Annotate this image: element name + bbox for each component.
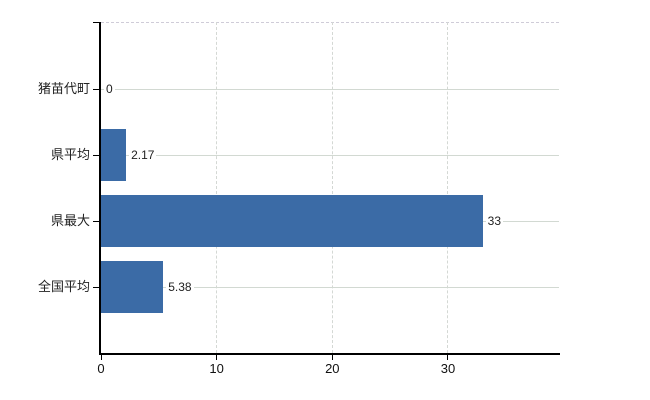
bar [101, 129, 127, 181]
bar-value-label: 33 [485, 214, 504, 228]
plot-area: 0 2.17 33 5.38 [101, 22, 559, 353]
x-axis-line [99, 353, 560, 355]
bar-value-label: 5.38 [166, 280, 194, 294]
horizontal-gridline [101, 154, 559, 156]
y-axis-category-label: 猪苗代町 [37, 81, 90, 96]
horizontal-gridline [101, 88, 559, 90]
x-axis-tick [100, 355, 102, 360]
y-axis-category-label: 県最大 [50, 213, 90, 228]
x-axis-tick [216, 355, 218, 360]
y-axis-category-label: 全国平均 [37, 279, 90, 294]
x-axis-tick [331, 355, 333, 360]
vertical-gridline [331, 22, 333, 353]
x-axis-tick-label: 0 [97, 361, 105, 376]
bar [101, 195, 483, 247]
y-axis-line [99, 22, 101, 355]
bar-value-label: 0 [104, 82, 115, 96]
vertical-gridline [447, 22, 449, 353]
y-axis-tick [93, 221, 99, 222]
horizontal-gridline [101, 286, 559, 288]
y-axis-tick [93, 287, 99, 288]
y-axis-category-label: 県平均 [50, 147, 90, 162]
bar-value-label: 2.17 [129, 148, 157, 162]
x-axis-tick-label: 20 [325, 361, 340, 376]
bar [101, 261, 164, 313]
y-axis-top-tick [93, 22, 99, 23]
plot-top-border [101, 22, 559, 23]
y-axis-tick [93, 155, 99, 156]
x-axis-tick-label: 30 [440, 361, 456, 376]
y-axis-tick [93, 89, 99, 90]
x-axis-tick [447, 355, 449, 360]
vertical-gridline [216, 22, 218, 353]
x-axis-tick-label: 10 [209, 361, 224, 376]
